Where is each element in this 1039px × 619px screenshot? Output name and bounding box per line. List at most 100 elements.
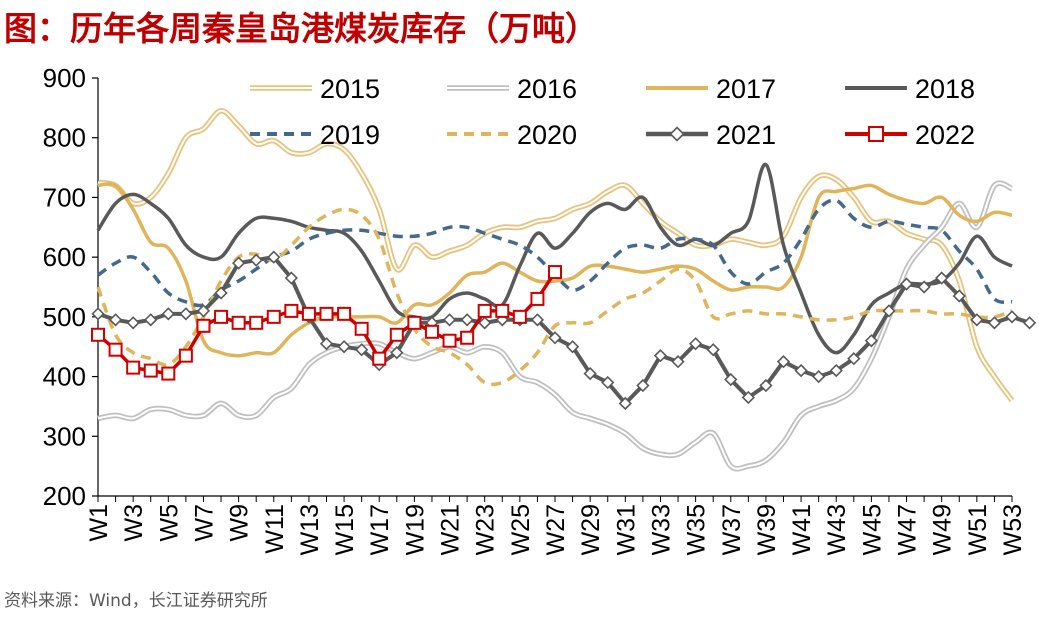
x-tick-label: W23 bbox=[472, 504, 500, 555]
data-point-2022 bbox=[319, 306, 334, 321]
legend-item-2020: 2020 bbox=[447, 120, 577, 150]
y-tick-label: 200 bbox=[43, 481, 86, 511]
legend-item-2021: 2021 bbox=[646, 120, 776, 150]
x-tick-label: W33 bbox=[647, 504, 675, 555]
data-point-2021 bbox=[987, 316, 1002, 330]
legend-marker bbox=[669, 126, 685, 142]
data-point-2021 bbox=[460, 313, 474, 327]
legend-item-2022: 2022 bbox=[845, 120, 975, 150]
legend-marker bbox=[868, 126, 884, 142]
legend-label: 2019 bbox=[320, 120, 380, 150]
x-tick-label: W29 bbox=[577, 504, 605, 555]
data-point-2021 bbox=[653, 349, 668, 363]
data-point-2022 bbox=[495, 303, 510, 318]
legend-item-2016: 2016 bbox=[447, 74, 577, 104]
data-point-2021 bbox=[899, 277, 914, 291]
data-point-2021 bbox=[108, 313, 123, 327]
legend-label: 2022 bbox=[915, 120, 975, 150]
data-point-2021 bbox=[231, 256, 246, 270]
data-point-2022 bbox=[91, 327, 105, 342]
legend-label: 2021 bbox=[716, 120, 776, 150]
data-point-2022 bbox=[389, 327, 404, 342]
data-point-2021 bbox=[688, 337, 703, 351]
series-2016 bbox=[97, 180, 1014, 472]
x-tick-label: W11 bbox=[261, 504, 289, 554]
data-point-2021 bbox=[214, 286, 228, 300]
series-2015 bbox=[97, 108, 1015, 403]
data-point-2021 bbox=[319, 337, 334, 351]
data-point-2021 bbox=[776, 355, 791, 369]
legend-item-2017: 2017 bbox=[646, 74, 776, 104]
series-2020 bbox=[96, 207, 1013, 387]
data-point-2022 bbox=[424, 324, 439, 339]
series-line-2018 bbox=[96, 162, 1013, 355]
series-2018 bbox=[96, 162, 1013, 355]
data-point-2022 bbox=[372, 351, 387, 366]
x-tick-label: W25 bbox=[507, 504, 535, 555]
data-point-2022 bbox=[196, 318, 211, 333]
x-tick-label: W31 bbox=[612, 504, 640, 555]
data-point-2022 bbox=[143, 363, 158, 378]
x-tick-label: W21 bbox=[437, 504, 465, 555]
data-point-2022 bbox=[337, 306, 352, 321]
legend-item-2018: 2018 bbox=[845, 74, 975, 104]
x-tick-label: W5 bbox=[155, 504, 183, 542]
data-point-2021 bbox=[952, 289, 966, 303]
series-line-inner-2015 bbox=[97, 109, 1013, 402]
data-point-2021 bbox=[741, 390, 755, 405]
data-point-2021 bbox=[390, 346, 404, 360]
data-point-2022 bbox=[354, 321, 369, 336]
data-point-2021 bbox=[759, 378, 773, 393]
series-2017 bbox=[97, 181, 1013, 358]
series-2021 bbox=[91, 250, 1037, 411]
data-point-2021 bbox=[970, 313, 984, 327]
x-tick-label: W15 bbox=[331, 504, 359, 555]
data-point-2021 bbox=[917, 280, 931, 294]
data-point-2021 bbox=[337, 340, 351, 354]
data-point-2021 bbox=[812, 369, 826, 384]
x-tick-label: W7 bbox=[190, 504, 218, 542]
data-point-2021 bbox=[724, 372, 738, 387]
data-point-2021 bbox=[1005, 310, 1019, 324]
data-point-2022 bbox=[460, 330, 475, 345]
data-point-2021 bbox=[618, 396, 632, 411]
data-point-2021 bbox=[126, 316, 140, 330]
data-point-2021 bbox=[267, 250, 281, 264]
data-point-2021 bbox=[671, 355, 685, 369]
data-point-2022 bbox=[442, 333, 457, 348]
data-point-2021 bbox=[636, 378, 650, 393]
data-point-2021 bbox=[583, 366, 597, 381]
data-point-2022 bbox=[214, 309, 229, 324]
data-point-2022 bbox=[548, 265, 562, 280]
data-point-2022 bbox=[530, 291, 545, 306]
data-point-2021 bbox=[706, 343, 720, 357]
data-point-2021 bbox=[829, 363, 843, 378]
x-tick-label: W13 bbox=[296, 504, 324, 555]
x-tick-label: W9 bbox=[226, 504, 254, 542]
x-tick-label: W3 bbox=[120, 504, 148, 542]
series-line-2017 bbox=[97, 181, 1013, 358]
series-2022 bbox=[91, 265, 562, 381]
legend-label: 2017 bbox=[716, 74, 776, 104]
x-tick-label: W47 bbox=[894, 504, 922, 555]
legend-item-2019: 2019 bbox=[250, 120, 380, 150]
chart-title: 图：历年各周秦皇岛港煤炭库存（万吨） bbox=[4, 9, 598, 48]
data-point-2022 bbox=[266, 309, 281, 324]
data-point-2021 bbox=[161, 307, 175, 321]
data-point-2021 bbox=[847, 352, 861, 366]
data-point-2022 bbox=[178, 348, 193, 363]
x-tick-label: W19 bbox=[401, 504, 429, 555]
y-tick-label: 700 bbox=[43, 182, 86, 212]
x-tick-label: W37 bbox=[718, 504, 746, 555]
y-tick-label: 900 bbox=[43, 63, 86, 93]
data-point-2022 bbox=[284, 303, 299, 318]
x-tick-label: W27 bbox=[542, 504, 570, 555]
x-tick-label: W1 bbox=[85, 504, 113, 542]
data-point-2021 bbox=[530, 313, 545, 327]
x-tick-label: W45 bbox=[858, 504, 886, 555]
data-point-2021 bbox=[1022, 316, 1037, 330]
source-note: 资料来源：Wind，长江证券研究所 bbox=[4, 591, 268, 611]
data-point-2021 bbox=[935, 271, 949, 285]
x-tick-label: W35 bbox=[683, 504, 711, 555]
